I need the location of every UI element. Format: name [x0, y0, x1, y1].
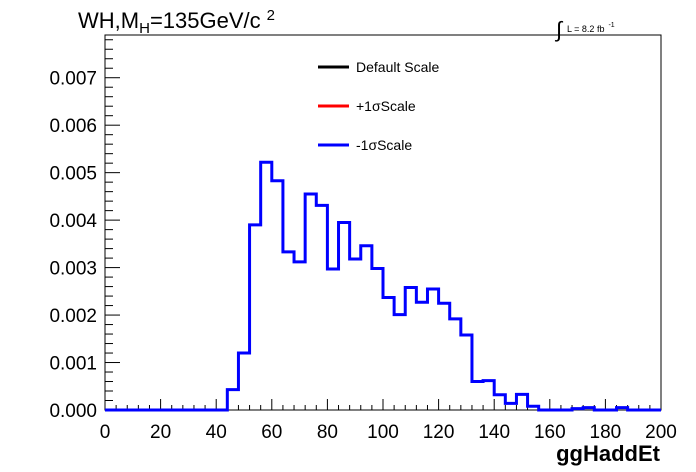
- y-tick-label: 0.006: [49, 116, 97, 137]
- y-tick-label: 0.005: [49, 164, 97, 185]
- luminosity-text: L = 8.2 fb: [567, 24, 604, 34]
- x-tick-label: 160: [534, 422, 566, 443]
- x-tick-label: 40: [206, 422, 227, 443]
- x-tick-label: 20: [150, 422, 171, 443]
- y-tick-label: 0.004: [49, 211, 97, 232]
- chart-title-subscript: H: [139, 20, 150, 37]
- series-1: [105, 160, 661, 412]
- chart-title-main: WH,M: [78, 8, 139, 33]
- legend-label-default-scale: Default Scale: [356, 59, 439, 75]
- x-tick-label: 100: [367, 422, 399, 443]
- y-tick-label: 0.007: [49, 69, 97, 90]
- y-tick-label: 0.003: [49, 259, 97, 280]
- x-tick-label: 200: [645, 422, 677, 443]
- x-tick-label: 80: [317, 422, 338, 443]
- x-tick-label: 180: [590, 422, 622, 443]
- y-tick-label: 0.002: [49, 306, 97, 327]
- y-axis-ticks: [105, 39, 120, 411]
- legend-label-plus1sigma-scale: +1σScale: [356, 98, 416, 114]
- y-axis-tick-labels: 0.000 0.001 0.002 0.003 0.004 0.005 0.006 0.007: [49, 69, 97, 422]
- legend: Default Scale +1σScale -1σScale: [318, 59, 439, 153]
- x-tick-label: 0: [100, 422, 111, 443]
- series-step-line: [105, 160, 661, 412]
- legend-label-minus1sigma-scale: -1σScale: [356, 137, 412, 153]
- x-tick-label: 120: [423, 422, 455, 443]
- y-tick-label: 0.001: [49, 354, 97, 375]
- luminosity-integral-icon: ∫: [554, 17, 564, 42]
- chart-title: WH,MH=135GeV/c 2: [78, 7, 275, 37]
- luminosity-label: L = 8.2 fb -1: [567, 22, 615, 34]
- chart-title-superscript: 2: [267, 7, 275, 24]
- x-axis-tick-labels: 0 20 40 60 80 100 120 140 160 180 200: [100, 422, 677, 443]
- luminosity-superscript: -1: [608, 22, 614, 29]
- x-tick-label: 60: [261, 422, 282, 443]
- x-axis-label: ggHaddEt: [556, 441, 661, 466]
- series-layer: [105, 160, 661, 412]
- y-tick-label: 0.000: [49, 401, 97, 422]
- chart-title-rest: =135GeV/c: [150, 8, 261, 33]
- x-tick-label: 140: [478, 422, 510, 443]
